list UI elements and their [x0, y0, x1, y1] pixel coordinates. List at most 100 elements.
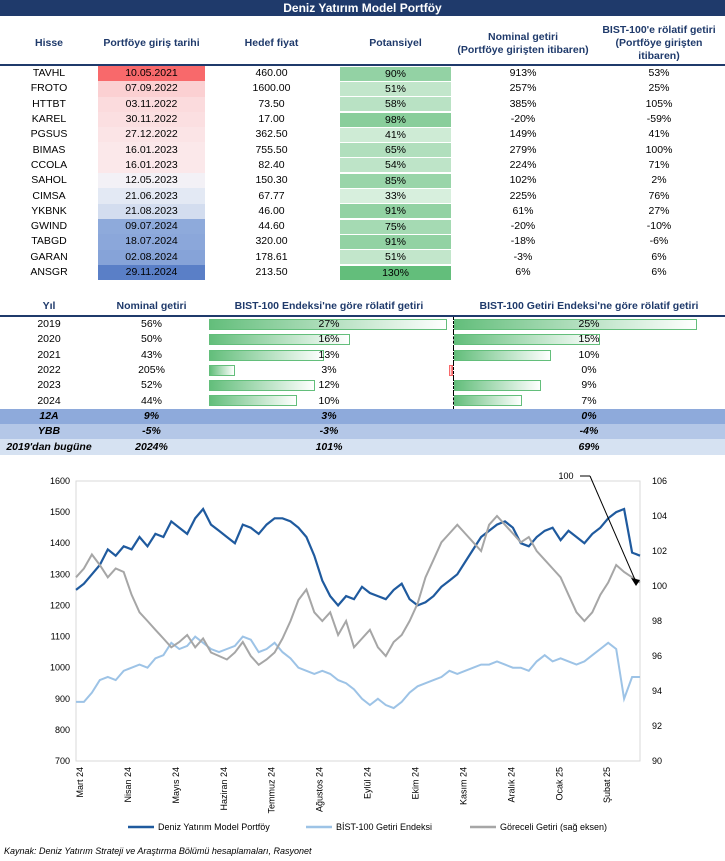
x-tick-label: Mart 24 [75, 767, 85, 798]
y-left-tick-label: 1200 [50, 600, 70, 610]
cell-year: 2019 [37, 318, 61, 331]
cell-entry-date: 21.06.2023 [98, 188, 205, 204]
cell-relative: 76% [648, 189, 670, 202]
zero-axis-line [453, 332, 454, 348]
cell-relative: 105% [645, 97, 673, 110]
source-note: Kaynak: Deniz Yatırım Strateji ve Araştı… [4, 846, 312, 856]
cell-rel-getiri: 25% [453, 316, 725, 333]
cell-ticker: TAVHL [32, 67, 66, 80]
rel-getiri-label: 15% [578, 333, 600, 346]
cell-potential: 58% [338, 97, 453, 112]
cell-rel-getiri: 9% [453, 378, 725, 394]
cell-entry-date: 21.08.2023 [98, 203, 205, 219]
cell-ticker: TABGD [31, 235, 67, 248]
cell-ticker: ANSGR [30, 266, 68, 278]
potential-fill: 91% [340, 204, 451, 219]
cell-relative: 100% [645, 143, 673, 156]
cell-potential: 41% [338, 127, 453, 142]
x-tick-label: Ekim 24 [411, 767, 421, 800]
table-row: GWIND 09.07.2024 44.60 75% -20% -10% [0, 218, 725, 235]
table-row: CCOLA 16.01.2023 82.40 54% 224% 71% [0, 157, 725, 174]
cell-ticker: YKBNK [31, 204, 67, 217]
table-row: SAHOL 12.05.2023 150.30 85% 102% 2% [0, 173, 725, 189]
potential-fill: 98% [340, 112, 451, 127]
y-right-tick-label: 104 [652, 511, 667, 521]
rel-bist100-bar [209, 395, 298, 407]
cell-rel-getiri: 7% [453, 393, 725, 409]
cell-entry-date: 03.11.2022 [98, 96, 205, 112]
rel-getiri-label: 25% [578, 318, 600, 331]
cell-relative: -6% [649, 235, 669, 248]
y-right-tick-label: 106 [652, 476, 667, 486]
summary-row: 2019'dan bugüne 2024% 101% 69% [0, 439, 725, 455]
cell-rel-getiri: 15% [453, 332, 725, 348]
cell-summary-nominal: 9% [98, 408, 205, 425]
rel-getiri-label: 7% [581, 394, 597, 407]
legend-label: BİST-100 Getiri Endeksi [336, 822, 432, 832]
cell-nominal: 61% [512, 204, 534, 217]
cell-relative: 6% [651, 250, 667, 263]
cell-nominal: -20% [510, 113, 536, 126]
y-left-tick-label: 700 [55, 756, 70, 766]
rel-bist100-label: 3% [321, 364, 337, 377]
rel-bist100-bar [209, 349, 324, 361]
cell-ticker: FROTO [30, 82, 68, 95]
y-right-tick-label: 94 [652, 686, 662, 696]
cell-nominal: 913% [509, 67, 537, 80]
cell-target: 362.50 [255, 128, 288, 141]
y-left-tick-label: 900 [55, 694, 70, 704]
potential-fill: 54% [340, 158, 451, 173]
potential-fill: 91% [340, 234, 451, 249]
cell-entry-date: 09.07.2024 [98, 218, 205, 235]
summary-row: 12A 9% 3% 0% [0, 408, 725, 425]
portfolio-header-row: Hisse Portföye giriş tarihi Hedef fiyat … [0, 23, 725, 66]
cell-rel-bist100: 3% [205, 363, 453, 378]
cell-entry-date: 07.09.2022 [98, 81, 205, 97]
cell-target: 460.00 [255, 67, 288, 80]
col-header-hisse: Hisse [0, 23, 98, 66]
rel-getiri-label: 0% [581, 364, 597, 377]
cell-summary-rel100: -3% [205, 424, 453, 440]
cell-nominal: 102% [509, 174, 537, 187]
potential-fill: 33% [340, 189, 451, 204]
cell-summary-relgetiri: 69% [453, 439, 725, 455]
cell-target: 1600.00 [252, 82, 291, 95]
cell-entry-date: 29.11.2024 [98, 264, 205, 281]
cell-nominal: 385% [509, 97, 537, 110]
rel-getiri-bar [454, 349, 552, 361]
y-right-tick-label: 96 [652, 651, 662, 661]
cell-nominal: 149% [509, 128, 537, 141]
cell-relative: 53% [648, 67, 670, 80]
cell-rel-getiri: 10% [453, 347, 725, 363]
rel-getiri-bar [454, 395, 522, 407]
cell-year: 2022 [37, 364, 61, 377]
cell-perf-nominal: 52% [140, 379, 162, 392]
table-row: 2021 43% 13% 10% [0, 347, 725, 363]
zero-axis-line [453, 317, 454, 333]
potential-fill: 51% [340, 81, 451, 96]
table-row: TABGD 18.07.2024 320.00 91% -18% -6% [0, 234, 725, 250]
cell-rel-bist100: 13% [205, 348, 453, 363]
cell-ticker: KAREL [31, 113, 67, 126]
table-row: FROTO 07.09.2022 1600.00 51% 257% 25% [0, 81, 725, 97]
cell-perf-nominal: 56% [140, 318, 162, 331]
x-tick-label: Kasım 24 [458, 767, 468, 805]
rel-bist100-bar [209, 380, 315, 392]
cell-target: 150.30 [255, 174, 288, 187]
cell-ticker: HTTBT [32, 97, 66, 110]
x-tick-label: Şubat 25 [602, 767, 612, 803]
cell-perf-nominal: 205% [138, 364, 165, 377]
table-row: CIMSA 21.06.2023 67.77 33% 225% 76% [0, 188, 725, 204]
rel-bist100-bar [209, 334, 351, 346]
x-tick-label: Eylül 24 [363, 767, 373, 799]
cell-target: 46.00 [258, 204, 285, 217]
x-tick-label: Mayıs 24 [171, 767, 181, 804]
cell-potential: 98% [338, 112, 453, 127]
table-row: 2023 52% 12% 9% [0, 378, 725, 394]
cell-potential: 51% [338, 250, 453, 265]
cell-relative: 25% [648, 82, 670, 95]
potential-fill: 90% [340, 66, 451, 81]
table-row: 2024 44% 10% 7% [0, 393, 725, 409]
y-right-tick-label: 98 [652, 616, 662, 626]
cell-ticker: GWIND [30, 220, 68, 233]
